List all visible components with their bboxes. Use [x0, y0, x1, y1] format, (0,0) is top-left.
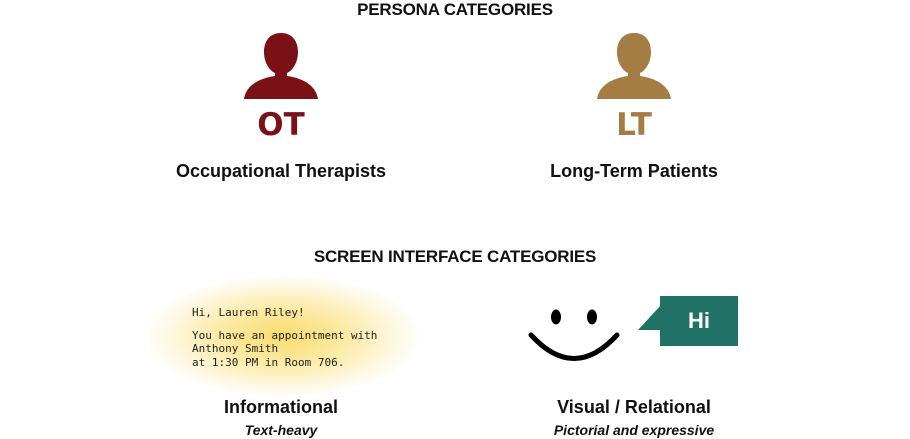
- smiley-face-icon: [528, 309, 620, 361]
- person-icon: [597, 33, 671, 99]
- message-line: You have an appointment with: [192, 328, 378, 342]
- informational-category: Informational Text-heavy: [131, 397, 431, 438]
- hi-speech-bubble: Hi: [660, 296, 738, 346]
- persona-ot: OT Occupational Therapists: [151, 32, 411, 182]
- persona-lt: LT Long-Term Patients: [504, 32, 764, 182]
- persona-label: Long-Term Patients: [550, 161, 718, 181]
- category-title: Visual / Relational: [557, 397, 711, 417]
- persona-categories-heading: PERSONA CATEGORIES: [357, 0, 553, 19]
- persona-label: Occupational Therapists: [175, 161, 387, 181]
- persona-abbreviation: OT: [257, 107, 305, 143]
- informational-message: Hi, Lauren Riley! You have an appointmen…: [192, 306, 412, 369]
- speech-bubble-text: Hi: [688, 308, 710, 333]
- message-line: at 1:30 PM in Room 706.: [192, 355, 345, 369]
- screen-interface-categories-heading: SCREEN INTERFACE CATEGORIES: [313, 247, 597, 266]
- speech-bubble-tail: [638, 304, 662, 330]
- message-greeting: Hi, Lauren Riley!: [192, 306, 305, 319]
- category-title: Informational: [223, 397, 338, 417]
- persona-abbreviation: LT: [616, 107, 652, 143]
- message-line: Anthony Smith: [192, 342, 279, 355]
- visual-relational-category: Visual / Relational Pictorial and expres…: [484, 397, 784, 438]
- informational-glow-background: [148, 276, 418, 396]
- category-subtitle: Pictorial and expressive: [553, 422, 715, 438]
- person-icon: [244, 33, 318, 99]
- category-subtitle: Text-heavy: [244, 422, 318, 438]
